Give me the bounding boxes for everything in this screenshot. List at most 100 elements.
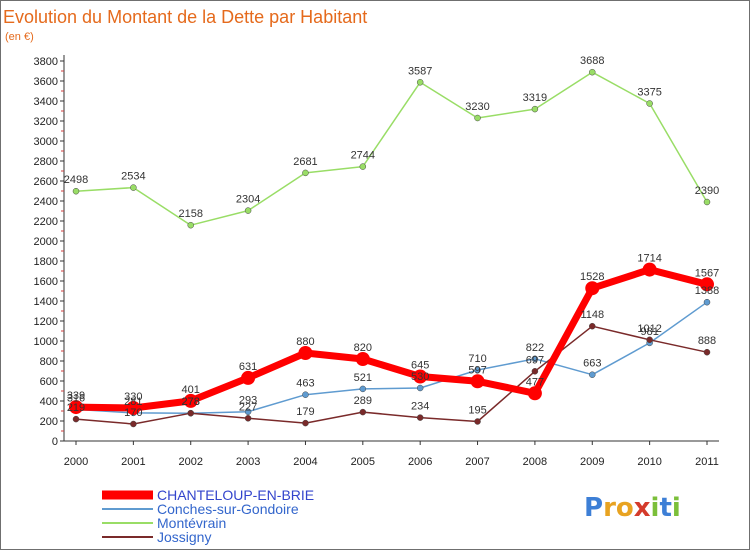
logo-letter: i bbox=[651, 493, 660, 523]
y-tick-label: 1000 bbox=[34, 336, 58, 348]
data-point bbox=[527, 386, 542, 401]
data-point bbox=[470, 374, 485, 389]
data-label: 663 bbox=[583, 358, 601, 370]
data-point bbox=[72, 415, 80, 423]
data-point bbox=[359, 385, 367, 393]
data-label: 281 bbox=[124, 396, 142, 408]
data-label: 401 bbox=[182, 384, 200, 396]
y-tick-label: 2800 bbox=[34, 156, 58, 168]
data-point bbox=[703, 198, 711, 206]
data-label: 179 bbox=[296, 406, 314, 418]
data-point bbox=[355, 352, 370, 366]
legend-label: Jossigny bbox=[157, 529, 211, 545]
x-tick-label: 2000 bbox=[64, 456, 88, 468]
y-tick-label: 1800 bbox=[34, 256, 58, 268]
y-tick-label: 200 bbox=[40, 416, 58, 428]
y-tick-label: 2600 bbox=[34, 176, 58, 188]
data-label: 1012 bbox=[637, 323, 661, 335]
data-point bbox=[531, 368, 539, 375]
data-label: 3688 bbox=[580, 55, 604, 67]
data-label: 3587 bbox=[408, 65, 432, 77]
y-tick-label: 2000 bbox=[34, 236, 58, 248]
data-label: 1388 bbox=[695, 285, 719, 297]
y-tick-label: 0 bbox=[52, 436, 58, 448]
data-label: 170 bbox=[124, 407, 142, 419]
x-tick-label: 2006 bbox=[408, 456, 432, 468]
y-tick-label: 1600 bbox=[34, 276, 58, 288]
y-tick-label: 2400 bbox=[34, 196, 58, 208]
proxiti-logo: Proxiti bbox=[584, 493, 681, 523]
logo-letter: P bbox=[584, 493, 603, 523]
data-label: 2681 bbox=[293, 156, 317, 168]
data-point bbox=[416, 384, 424, 392]
data-label: 234 bbox=[411, 401, 429, 413]
data-point bbox=[585, 281, 600, 296]
data-label: 278 bbox=[182, 396, 200, 408]
data-point bbox=[531, 105, 539, 113]
data-point bbox=[703, 298, 711, 306]
data-label: 2390 bbox=[695, 185, 719, 197]
data-label: 3375 bbox=[637, 87, 661, 99]
data-point bbox=[72, 187, 80, 195]
x-tick-label: 2004 bbox=[293, 456, 317, 468]
x-tick-label: 2010 bbox=[637, 456, 661, 468]
data-point bbox=[298, 346, 313, 360]
chart-title: Evolution du Montant de la Dette par Hab… bbox=[3, 7, 367, 27]
series-line bbox=[75, 71, 708, 226]
x-tick-label: 2002 bbox=[178, 456, 202, 468]
data-label: 530 bbox=[411, 371, 429, 383]
data-label: 697 bbox=[526, 354, 544, 366]
x-tick-label: 2001 bbox=[121, 456, 145, 468]
data-label: 521 bbox=[354, 372, 372, 384]
x-tick-label: 2005 bbox=[351, 456, 375, 468]
logo-letter: x bbox=[634, 493, 651, 523]
data-label: 293 bbox=[239, 395, 257, 407]
data-point bbox=[187, 221, 194, 229]
y-tick-label: 1400 bbox=[34, 296, 58, 308]
data-label: 888 bbox=[698, 335, 716, 347]
data-point bbox=[642, 262, 657, 277]
axes: 0 200 400 600 800 1000 1200 1400 1600 1800 2000 220… bbox=[34, 55, 719, 468]
data-point bbox=[69, 400, 83, 415]
data-label: 278 bbox=[182, 396, 200, 408]
y-tick-label: 2200 bbox=[34, 216, 58, 228]
data-label: 330 bbox=[124, 391, 142, 403]
y-tick-label: 3600 bbox=[34, 76, 58, 88]
data-point bbox=[244, 415, 252, 422]
data-point bbox=[531, 355, 539, 363]
x-tick-label: 2003 bbox=[236, 456, 260, 468]
y-tick-label: 600 bbox=[40, 376, 58, 388]
x-tick-label: 2011 bbox=[695, 456, 719, 468]
data-point bbox=[359, 163, 367, 170]
data-label: 195 bbox=[468, 405, 486, 417]
data-label: 631 bbox=[239, 361, 257, 373]
y-tick-label: 3000 bbox=[34, 136, 58, 148]
data-point bbox=[474, 366, 481, 374]
x-tick-label: 2009 bbox=[580, 456, 604, 468]
data-point bbox=[187, 409, 194, 417]
data-label: 1148 bbox=[580, 309, 604, 321]
data-label: 219 bbox=[67, 402, 85, 414]
data-point bbox=[183, 393, 198, 408]
data-point bbox=[416, 79, 424, 86]
legend-label: Montévrain bbox=[157, 515, 226, 531]
data-label: 339 bbox=[67, 390, 85, 402]
data-label: 710 bbox=[468, 353, 486, 365]
data-point bbox=[130, 420, 137, 428]
series-line bbox=[75, 266, 708, 412]
data-label: 316 bbox=[67, 392, 85, 404]
legend-label: CHANTELOUP-EN-BRIE bbox=[157, 487, 314, 503]
data-label: 1714 bbox=[637, 253, 661, 265]
data-label: 2534 bbox=[121, 171, 145, 183]
data-label: 880 bbox=[296, 336, 314, 348]
data-point bbox=[126, 401, 141, 415]
data-label: 463 bbox=[296, 378, 314, 390]
data-label: 3230 bbox=[465, 101, 489, 113]
logo-letter: i bbox=[672, 493, 681, 523]
logo-letter: o bbox=[616, 493, 634, 523]
data-point bbox=[413, 369, 428, 384]
data-point bbox=[589, 322, 596, 330]
y-tick-label: 800 bbox=[40, 356, 58, 368]
